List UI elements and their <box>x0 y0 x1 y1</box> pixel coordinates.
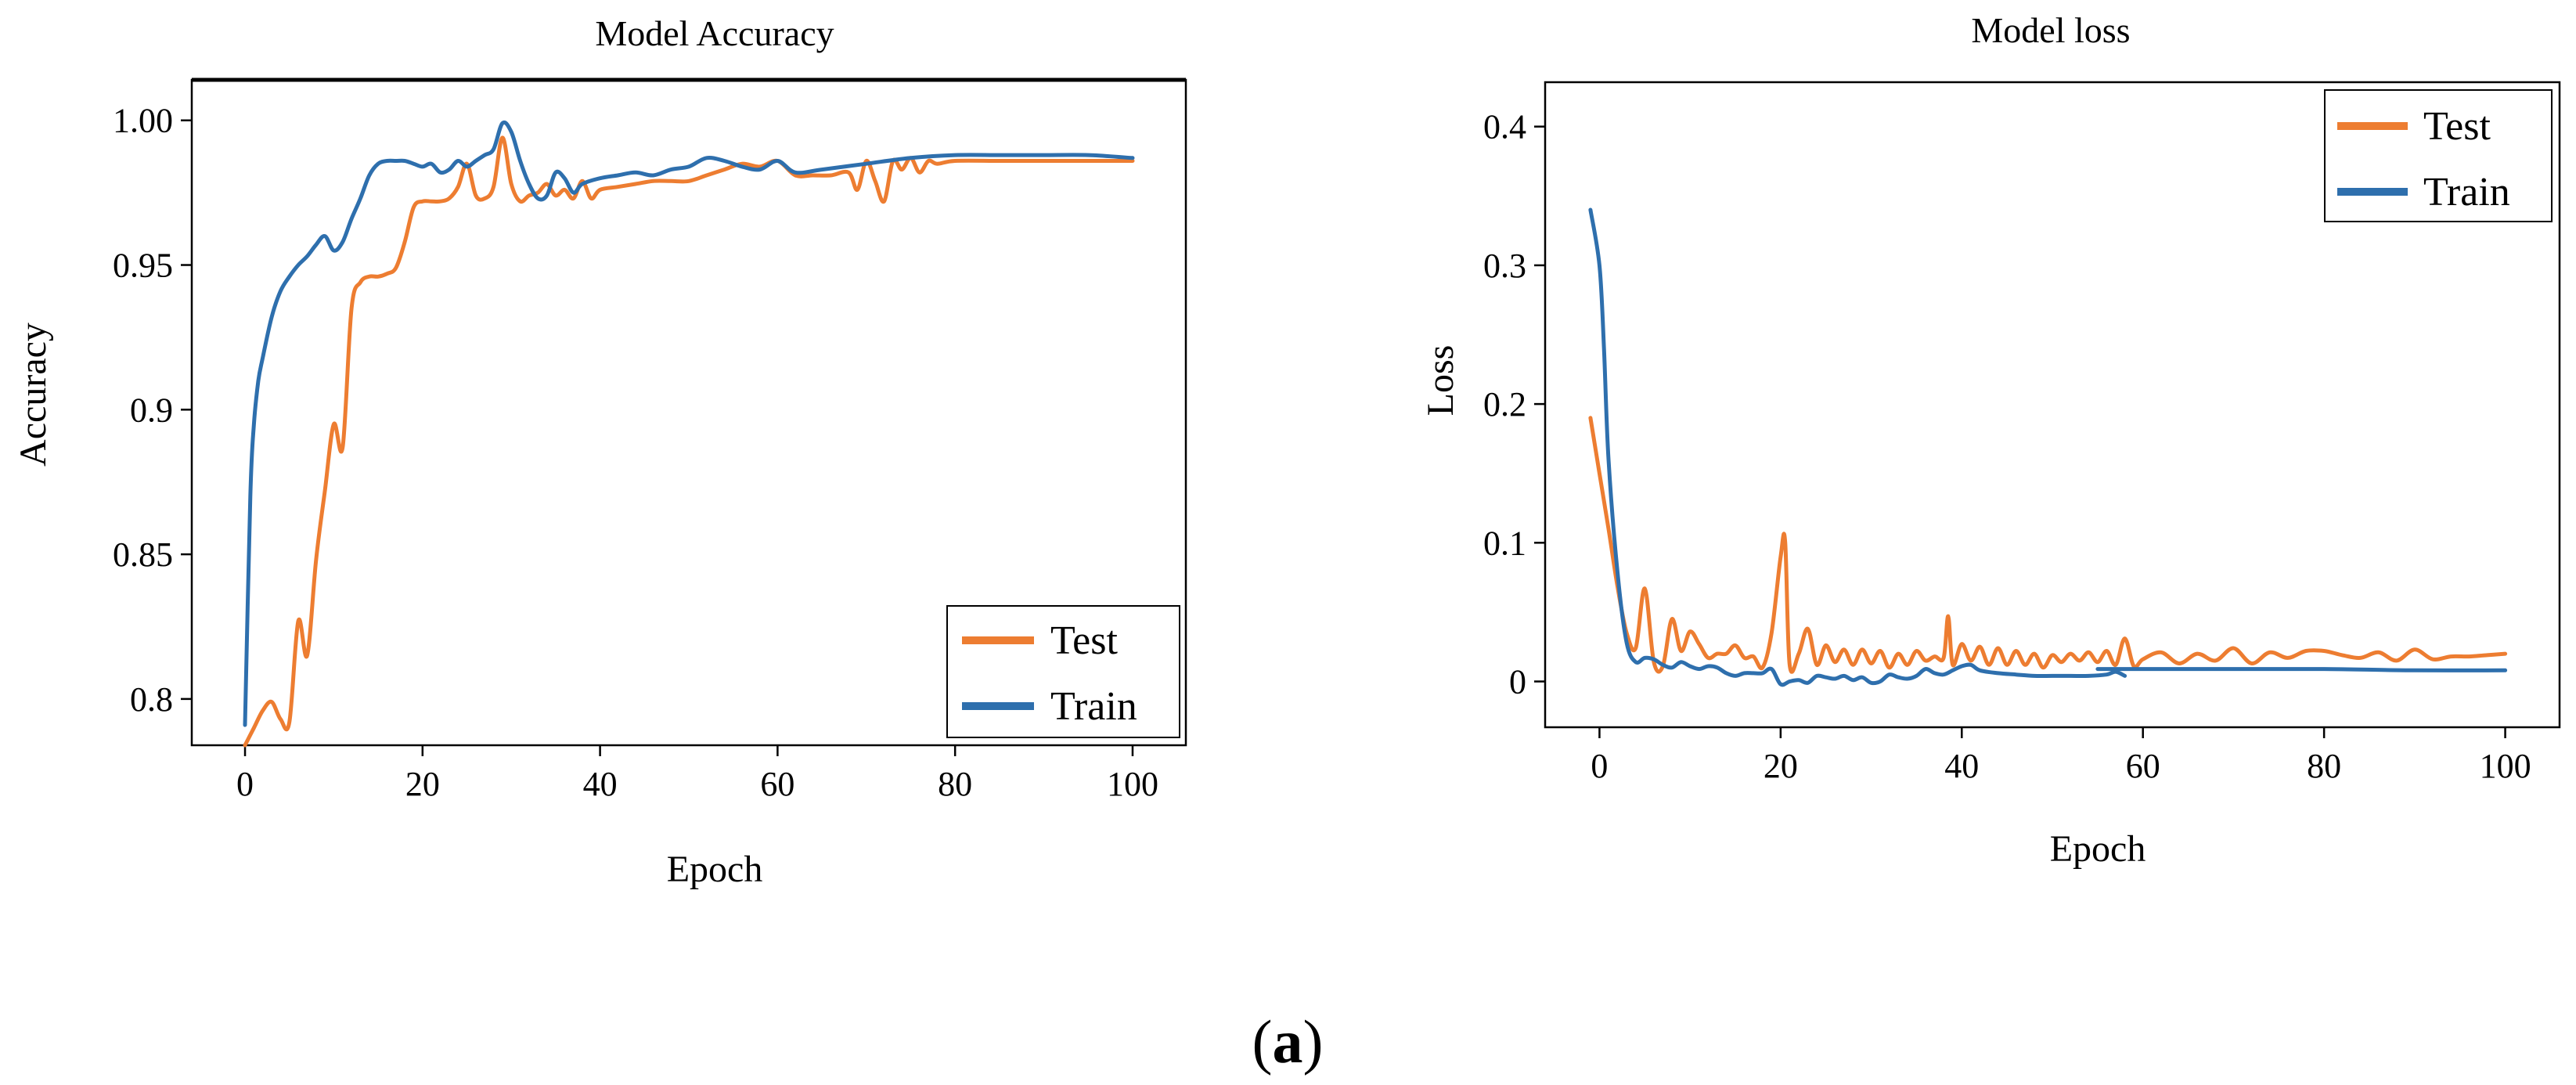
accuracy-series-test-line <box>243 135 1135 748</box>
accuracy-x-tick-label-40: 40 <box>583 765 618 803</box>
accuracy-y-tick-label-1-00: 1.00 <box>113 102 173 140</box>
loss-legend: Test Train <box>2324 89 2553 222</box>
accuracy-x-tick-label-100: 100 <box>1107 765 1158 803</box>
accuracy-x-tick-label-20: 20 <box>405 765 440 803</box>
accuracy-y-ticks: 0.8 0.85 0.9 0.95 1.00 <box>113 102 192 719</box>
caption-letter: a <box>1273 1008 1303 1076</box>
figure-caption: (a) <box>1252 1008 1324 1076</box>
accuracy-y-tick-label-0-95: 0.95 <box>113 247 173 285</box>
accuracy-x-axis-label: Epoch <box>667 849 763 890</box>
loss-y-tick-label-0-1: 0.1 <box>1483 524 1526 562</box>
loss-lines <box>1588 207 2508 687</box>
accuracy-x-tick-label-0: 0 <box>236 765 254 803</box>
accuracy-y-tick-label-0-8: 0.8 <box>130 680 173 719</box>
accuracy-series-train-line <box>243 120 1135 727</box>
caption-open-paren: ( <box>1252 1008 1273 1076</box>
loss-x-ticks: 0 20 40 60 80 100 <box>1591 727 2531 785</box>
accuracy-y-tick-label-0-85: 0.85 <box>113 535 173 574</box>
loss-legend-box <box>2324 89 2553 222</box>
accuracy-legend: Test Train <box>946 605 1180 738</box>
loss-x-tick-label-0: 0 <box>1591 747 1608 785</box>
loss-y-tick-label-0-4: 0.4 <box>1483 108 1526 146</box>
loss-y-tick-label-0: 0 <box>1509 663 1526 701</box>
accuracy-chart-title: Model Accuracy <box>595 13 834 53</box>
loss-x-tick-label-40: 40 <box>1944 747 1979 785</box>
loss-series-train-line <box>1588 207 2127 687</box>
loss-x-axis-label: Epoch <box>2050 828 2146 870</box>
accuracy-legend-box <box>946 605 1180 738</box>
loss-y-axis-label: Loss <box>1420 345 1461 416</box>
loss-x-tick-label-60: 60 <box>2126 747 2160 785</box>
accuracy-x-tick-label-60: 60 <box>760 765 794 803</box>
accuracy-x-ticks: 0 20 40 60 80 100 <box>236 745 1158 803</box>
caption-close-paren: ) <box>1303 1008 1324 1076</box>
loss-y-tick-label-0-3: 0.3 <box>1483 247 1526 285</box>
loss-series-test-line <box>1588 416 2508 674</box>
loss-x-tick-label-80: 80 <box>2307 747 2341 785</box>
loss-y-ticks: 0 0.1 0.2 0.3 0.4 <box>1483 108 1545 701</box>
accuracy-x-tick-label-80: 80 <box>938 765 972 803</box>
accuracy-lines <box>243 120 1135 748</box>
accuracy-legend-train-label: Train <box>1050 684 1137 729</box>
loss-legend-train-label: Train <box>2423 170 2510 214</box>
loss-y-tick-label-0-2: 0.2 <box>1483 385 1526 424</box>
accuracy-chart: Model Accuracy Accuracy Epoch 0.8 0.85 0.9… <box>13 13 1187 890</box>
loss-chart: Model loss Loss Epoch 0 0.1 0.2 0.3 0.4 0 20 4… <box>1420 10 2561 870</box>
accuracy-y-tick-label-0-9: 0.9 <box>130 391 173 429</box>
loss-x-tick-label-100: 100 <box>2480 747 2531 785</box>
loss-legend-test-label: Test <box>2423 104 2491 149</box>
accuracy-y-axis-label: Accuracy <box>13 323 54 467</box>
loss-series-train-tail-line <box>2095 666 2508 672</box>
loss-chart-title: Model loss <box>1971 10 2130 50</box>
accuracy-legend-test-label: Test <box>1050 618 1118 663</box>
loss-x-tick-label-20: 20 <box>1764 747 1798 785</box>
